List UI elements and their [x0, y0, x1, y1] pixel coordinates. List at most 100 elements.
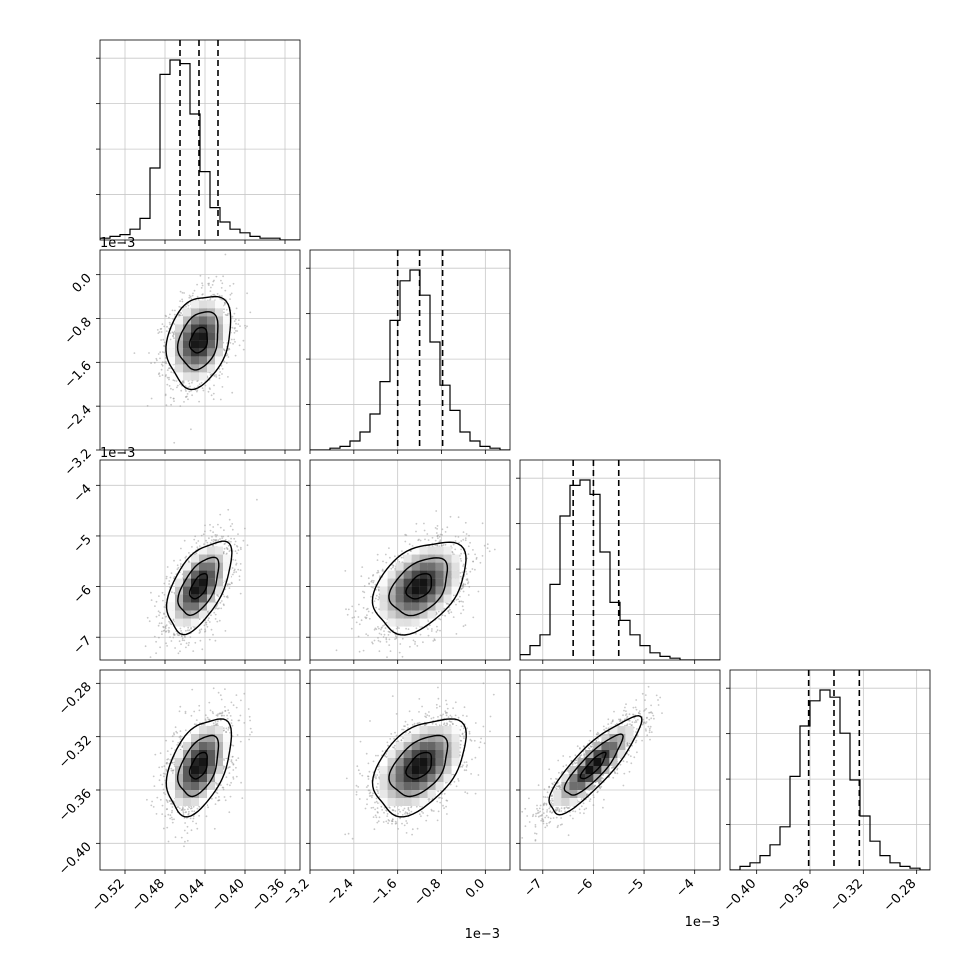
scatter-point — [215, 538, 218, 541]
scatter-point — [204, 384, 207, 387]
density-cell — [215, 570, 223, 579]
scatter-point — [185, 642, 188, 645]
scatter-point — [219, 601, 222, 604]
scatter-point — [208, 621, 211, 623]
scatter-point — [234, 327, 236, 329]
scatter-point — [189, 636, 192, 639]
scatter-point — [190, 298, 193, 300]
scatter-point — [218, 377, 221, 380]
scatter-point — [196, 390, 198, 393]
scatter-point — [380, 633, 383, 636]
scatter-point — [232, 558, 234, 561]
scatter-point — [164, 357, 167, 360]
scatter-point — [209, 523, 211, 526]
scatter-point — [200, 381, 203, 384]
scatter-point — [160, 368, 163, 371]
scatter-point — [197, 385, 199, 387]
scatter-point — [213, 611, 216, 614]
density-cell — [199, 316, 207, 325]
scatter-point — [415, 632, 417, 635]
scatter-point — [179, 300, 182, 302]
scatter-point — [158, 331, 161, 333]
scatter-point — [172, 317, 174, 320]
scatter-point — [169, 323, 172, 326]
scatter-point — [178, 314, 181, 316]
scatter-point — [462, 590, 465, 593]
scatter-point — [189, 385, 191, 388]
density-cell — [207, 546, 215, 555]
scatter-point — [436, 528, 438, 530]
scatter-point — [426, 533, 429, 535]
density-cell — [191, 324, 199, 333]
scatter-point — [444, 614, 446, 617]
scatter-point — [471, 568, 474, 570]
scatter-point — [464, 624, 467, 626]
density-cell — [199, 372, 207, 381]
scatter-point — [191, 381, 193, 384]
density-cell — [191, 578, 199, 587]
scatter-point — [188, 641, 190, 644]
scatter-point — [169, 396, 172, 399]
scatter-point — [466, 579, 469, 581]
scatter-point — [214, 534, 217, 536]
scatter-point — [220, 600, 223, 602]
scatter-point — [223, 360, 226, 363]
scatter-point — [218, 374, 221, 377]
scatter-point — [204, 630, 207, 632]
scatter-point — [156, 359, 158, 362]
scatter-point — [186, 393, 189, 395]
scatter-point — [221, 537, 224, 539]
scatter-point — [160, 363, 163, 366]
scatter-point — [164, 625, 167, 628]
scatter-point — [358, 650, 361, 653]
scatter-point — [209, 542, 212, 544]
density-cell — [199, 324, 207, 333]
scatter-point — [212, 538, 215, 541]
scatter-point — [158, 636, 160, 639]
scatter-point — [234, 550, 237, 552]
density-cell — [167, 340, 175, 349]
scatter-point — [188, 296, 191, 299]
scatter-point — [212, 398, 215, 401]
scatter-point — [459, 572, 462, 574]
scatter-point — [360, 619, 363, 622]
density-cell — [167, 356, 175, 365]
contour-1 — [177, 556, 220, 617]
scatter-point — [218, 619, 221, 622]
scatter-point — [387, 630, 390, 633]
scatter-point — [175, 380, 178, 382]
scatter-point — [163, 629, 166, 632]
scatter-point — [227, 356, 230, 358]
density-cell — [207, 594, 215, 603]
density-cell — [215, 308, 223, 317]
density-cell — [167, 348, 175, 357]
scatter-point — [228, 348, 231, 351]
scatter-point — [230, 537, 233, 540]
scatter-point — [160, 331, 163, 333]
y-tick-label: 0.0 — [70, 271, 95, 296]
scatter-point — [383, 630, 385, 632]
scatter-point — [165, 315, 168, 318]
scatter-point — [146, 405, 149, 407]
scatter-point — [173, 313, 176, 316]
scatter-point — [165, 577, 168, 580]
scatter-point — [187, 380, 190, 382]
scatter-point — [465, 573, 468, 575]
scatter-point — [398, 627, 400, 629]
scatter-point — [234, 341, 236, 343]
scatter-point — [439, 618, 442, 621]
scatter-point — [214, 618, 217, 620]
scatter-point — [168, 378, 170, 381]
scatter-point — [214, 601, 217, 604]
y-tick-label: −5 — [71, 532, 95, 556]
scatter-point — [373, 628, 376, 631]
scatter-point — [173, 400, 175, 402]
scatter-point — [168, 627, 170, 629]
scatter-point — [155, 600, 158, 603]
scatter-point — [226, 314, 229, 316]
scatter-point — [231, 528, 234, 531]
scatter-point — [360, 575, 363, 578]
density-cell — [223, 562, 231, 571]
scatter-point — [385, 641, 388, 643]
scatter-point — [455, 599, 458, 601]
